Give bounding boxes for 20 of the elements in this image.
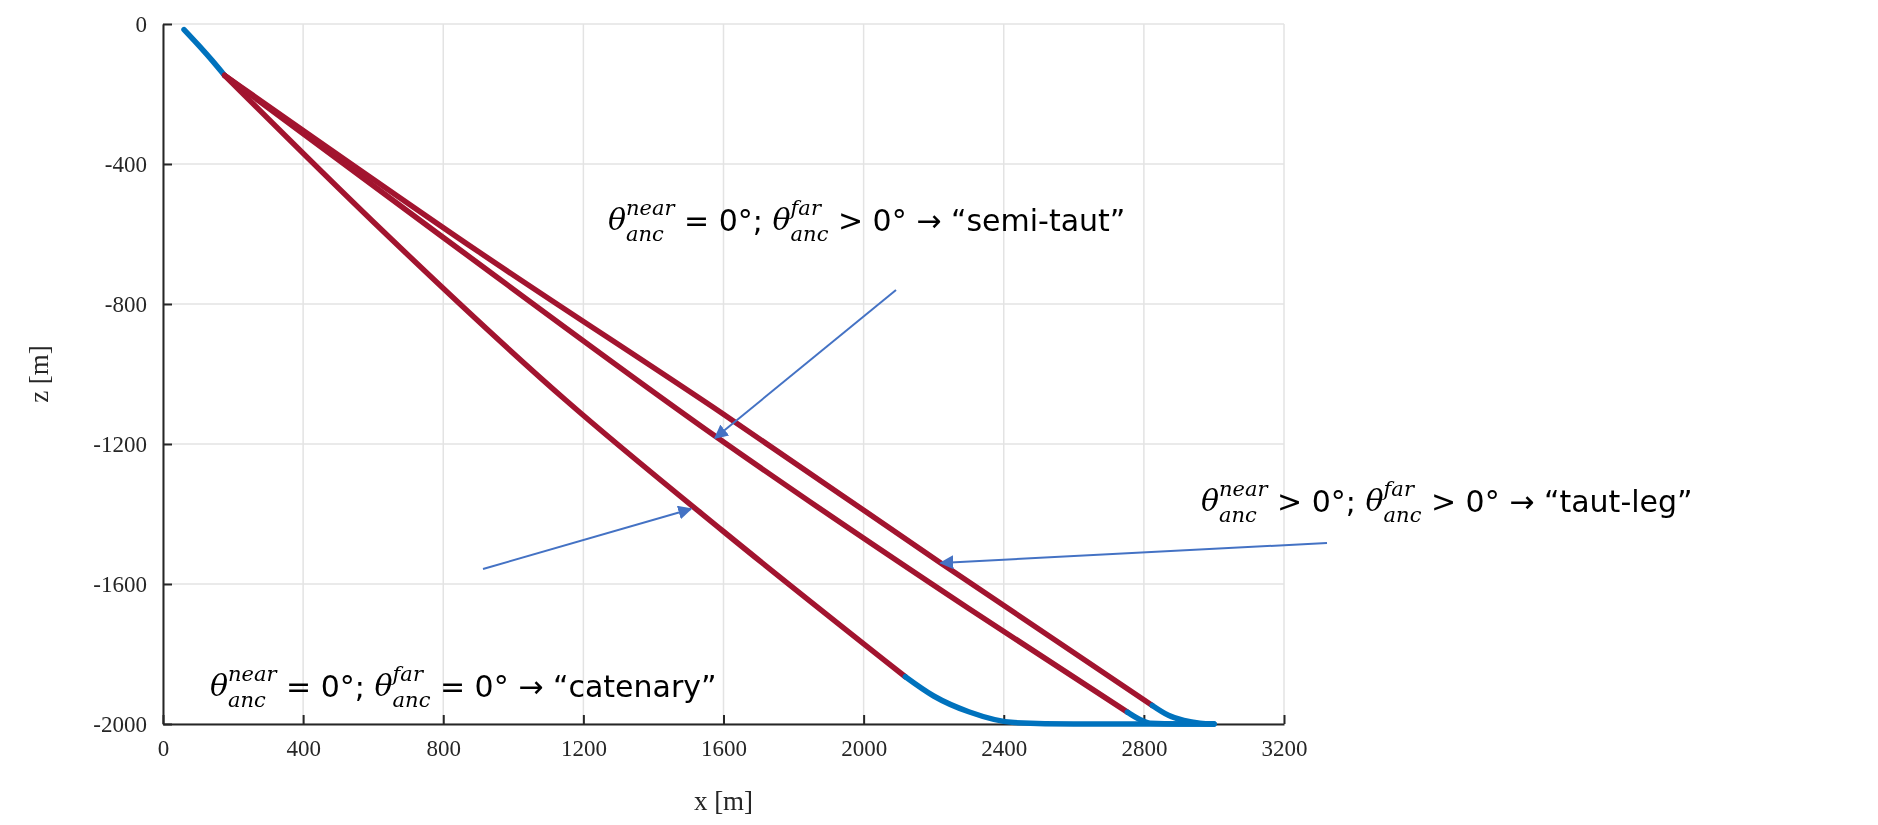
x-tick-label: 800 <box>426 736 461 762</box>
y-tick-label: -400 <box>104 151 147 177</box>
y-tick-label: -800 <box>104 291 147 317</box>
y-tick-label: -1200 <box>93 431 147 457</box>
y-axis-title: z [m] <box>24 345 54 403</box>
x-tick-label: 2800 <box>1121 736 1168 762</box>
annotation: θ$^{near}$$_{anc}$ > 0°; θ$^{far}$$_{anc}$ > 0° → “taut-leg” <box>1201 476 1693 527</box>
y-tick-label: -2000 <box>93 711 147 737</box>
x-tick-label: 3200 <box>1261 736 1308 762</box>
y-tick-label: -1600 <box>93 571 147 597</box>
x-tick-label: 2000 <box>841 736 888 762</box>
x-tick-label: 400 <box>286 736 321 762</box>
y-tick-label: 0 <box>135 11 147 37</box>
x-tick-label: 1200 <box>560 736 607 762</box>
x-tick-label: 0 <box>157 736 170 762</box>
annotation: θ$^{near}$$_{anc}$ = 0°; θ$^{far}$$_{anc}$ = 0° → “catenary” <box>210 661 717 712</box>
annotation: θ$^{near}$$_{anc}$ = 0°; θ$^{far}$$_{anc}$ > 0° → “semi-taut” <box>608 195 1126 246</box>
x-tick-label: 1600 <box>701 736 747 762</box>
x-tick-label: 2400 <box>981 736 1028 762</box>
x-axis-title: x [m] <box>693 786 754 816</box>
